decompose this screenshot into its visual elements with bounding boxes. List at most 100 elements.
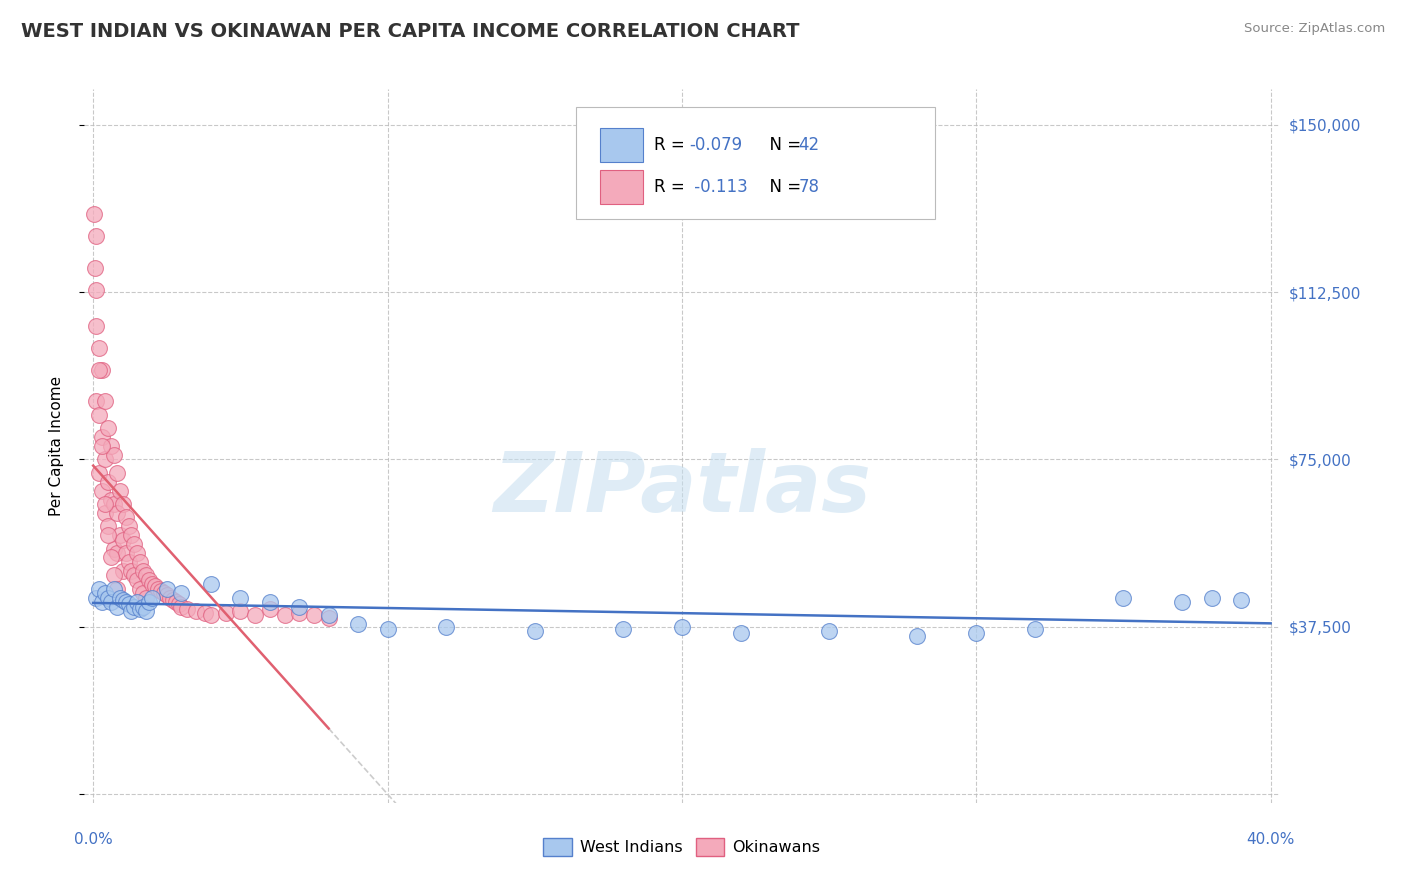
Point [87,363,110,377]
Point [176,601,198,615]
Point [132,599,155,614]
Point [97,519,120,533]
Point [120,528,142,542]
Point [124,537,146,551]
Point [87,466,110,480]
Point [120,564,142,578]
Point [84,318,107,333]
Point [129,555,152,569]
Point [1201,591,1223,605]
Point [87,341,110,355]
Text: -0.113: -0.113 [689,178,748,196]
Text: Source: ZipAtlas.com: Source: ZipAtlas.com [1244,22,1385,36]
Point [141,577,163,591]
Point [97,591,120,605]
Point [103,541,125,556]
Point [103,582,125,596]
Point [91,595,114,609]
Point [1171,595,1194,609]
Point [127,595,149,609]
Text: 40.0%: 40.0% [1247,831,1295,847]
Point [170,599,193,614]
Point [135,604,157,618]
Point [186,604,208,618]
Point [318,610,340,624]
Point [162,592,184,607]
Point [94,506,117,520]
Point [111,564,134,578]
Point [108,528,131,542]
Text: ZIPatlas: ZIPatlas [494,449,870,529]
Point [108,483,131,498]
Text: R =: R = [654,136,690,154]
Point [127,573,149,587]
Point [1230,592,1253,607]
Point [612,622,634,636]
Point [194,607,217,621]
Point [377,622,399,636]
Point [91,483,114,498]
Text: 0.0%: 0.0% [75,831,112,847]
Point [105,546,128,560]
Point [273,608,295,623]
Point [97,421,120,435]
Point [97,475,120,489]
Text: N =: N = [759,178,807,196]
Point [91,430,114,444]
Point [138,595,160,609]
Point [200,577,222,591]
Point [156,589,179,603]
Point [103,568,125,582]
Point [124,599,146,614]
Point [146,582,169,596]
Point [87,408,110,422]
Point [671,619,693,633]
Point [103,497,125,511]
Point [318,608,340,623]
Point [135,591,157,605]
Point [91,439,114,453]
Point [170,586,193,600]
Text: 78: 78 [799,178,820,196]
Text: 42: 42 [799,136,820,154]
Point [114,510,136,524]
Point [259,595,281,609]
Point [436,619,458,633]
Point [135,568,157,582]
Point [243,608,266,623]
Point [120,604,142,618]
Point [103,448,125,462]
Point [111,592,134,607]
Point [1112,591,1135,605]
Point [288,599,311,614]
Point [149,583,172,598]
Point [83,207,105,221]
Point [94,586,117,600]
Point [105,599,128,614]
Text: -0.079: -0.079 [689,136,742,154]
Point [97,528,120,542]
Point [156,582,179,596]
Point [117,519,139,533]
Point [159,591,181,605]
Point [200,608,222,623]
Point [100,492,122,507]
Point [229,604,252,618]
Point [965,626,987,640]
Point [84,229,107,244]
Point [111,497,134,511]
Y-axis label: Per Capita Income: Per Capita Income [49,376,63,516]
Point [141,591,163,605]
Point [105,466,128,480]
Point [347,617,370,632]
Text: N =: N = [759,136,807,154]
Point [100,595,122,609]
Point [818,624,841,639]
Point [105,582,128,596]
Point [105,506,128,520]
Point [117,598,139,612]
Point [302,608,325,623]
Point [100,550,122,565]
Point [84,283,107,297]
Point [127,546,149,560]
